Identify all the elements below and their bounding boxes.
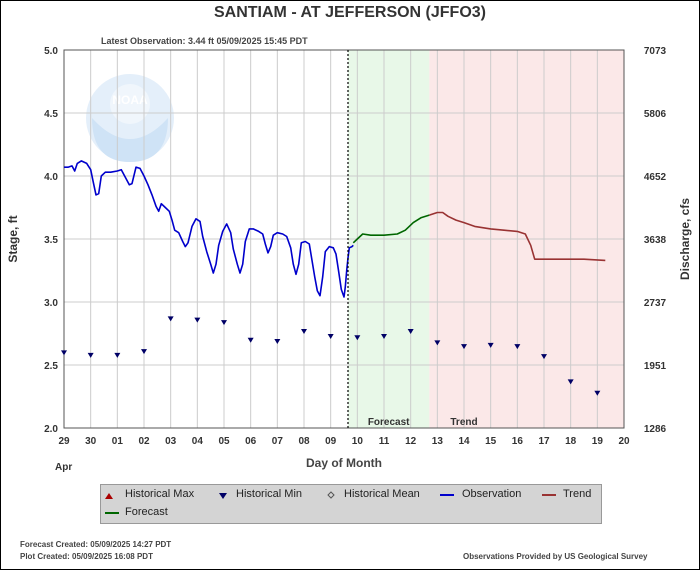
y2-tick-label: 2737 — [644, 298, 667, 309]
x-tick-label: 05 — [218, 436, 230, 447]
x-tick-label: 16 — [512, 436, 524, 447]
historical-min-point — [567, 379, 574, 385]
x-tick-label: 09 — [325, 436, 337, 447]
legend-historical-mean: Historical Mean — [344, 488, 420, 500]
legend-historical-min: Historical Min — [236, 488, 303, 500]
x-tick-label: 06 — [245, 436, 257, 447]
historical-min-point — [461, 344, 467, 350]
x-tick-label: 02 — [138, 436, 150, 447]
noaa-logo: NOAA — [86, 74, 174, 162]
y-axis-label-stage: Stage, ft — [6, 215, 20, 263]
historical-min-point — [327, 334, 334, 340]
y2-tick-label: 1951 — [644, 361, 667, 372]
x-tick-label: 15 — [485, 436, 497, 447]
historical-min-point — [247, 337, 254, 343]
historical-max-marker-icon — [105, 493, 113, 499]
x-tick-label: 12 — [405, 436, 417, 447]
x-tick-label: 20 — [618, 436, 630, 447]
y2-tick-label: 1286 — [644, 424, 667, 435]
trend-region-label: Trend — [450, 417, 477, 428]
historical-min-point — [514, 344, 521, 350]
x-tick-label: 19 — [592, 436, 604, 447]
series-line-observation — [64, 160, 354, 298]
historical-min-point — [194, 317, 201, 323]
x-tick-label: 01 — [112, 436, 124, 447]
forecast-region-label: Forecast — [368, 417, 410, 428]
svg-text:NOAA: NOAA — [112, 93, 148, 107]
y2-tick-label: 5806 — [644, 109, 667, 120]
y-tick-label: 3.5 — [44, 235, 58, 246]
historical-min-point — [487, 342, 494, 348]
historical-min-point — [61, 350, 67, 356]
historical-min-marker-icon — [219, 493, 227, 499]
y-tick-label: 3.0 — [44, 298, 58, 309]
historical-min-point — [434, 340, 441, 346]
historical-min-point — [407, 328, 414, 334]
y2-tick-label: 3638 — [644, 235, 667, 246]
x-tick-label: 04 — [192, 436, 204, 447]
chart-title: SANTIAM - AT JEFFERSON (JFFO3) — [214, 4, 486, 21]
series-line-trend — [429, 211, 606, 262]
x-tick-label: 10 — [352, 436, 364, 447]
x-tick-label: 30 — [85, 436, 97, 447]
x-axis-label: Day of Month — [306, 456, 382, 470]
x-tick-label: 08 — [298, 436, 310, 447]
plot-border — [63, 49, 625, 429]
historical-min-point — [301, 328, 307, 334]
y2-tick-label: 7073 — [644, 46, 667, 57]
y-tick-label: 4.5 — [44, 109, 58, 120]
y-tick-label: 2.0 — [44, 424, 58, 435]
historical-min-point — [381, 334, 387, 340]
legend-historical-max: Historical Max — [125, 488, 195, 500]
legend-forecast: Forecast — [125, 506, 168, 518]
historical-mean-marker-icon — [327, 491, 335, 499]
x-tick-label: 11 — [379, 436, 390, 447]
x-tick-label: 07 — [272, 436, 284, 447]
y-tick-label: 2.5 — [44, 361, 58, 372]
y-tick-label: 5.0 — [44, 46, 58, 57]
historical-min-point — [167, 316, 174, 322]
historical-min-point — [354, 335, 361, 341]
y2-tick-label: 4652 — [644, 172, 667, 183]
series-line-forecast — [352, 214, 430, 244]
x-tick-label: 29 — [58, 436, 70, 447]
month-label: Apr — [55, 462, 73, 473]
latest-observation: Latest Observation: 3.44 ft 05/09/2025 1… — [101, 36, 308, 46]
y-tick-label: 4.0 — [44, 172, 58, 183]
x-tick-label: 13 — [432, 436, 444, 447]
historical-min-point — [594, 390, 601, 396]
legend-observation: Observation — [462, 488, 522, 500]
historical-min-point — [541, 354, 547, 360]
y-axis-label-discharge: Discharge, cfs — [678, 197, 692, 281]
historical-min-point — [274, 339, 281, 345]
x-tick-label: 18 — [565, 436, 577, 447]
legend-trend: Trend — [563, 488, 592, 500]
x-tick-label: 17 — [538, 436, 550, 447]
data-provider: Observations Provided by US Geological S… — [463, 552, 648, 561]
historical-min-point — [114, 352, 121, 358]
legend: Historical Max Historical Min Historical… — [100, 484, 602, 524]
historical-min-point — [141, 349, 147, 355]
historical-min-point — [221, 320, 227, 326]
x-tick-label: 03 — [165, 436, 177, 447]
plot-created: Plot Created: 05/09/2025 16:08 PDT — [20, 552, 153, 561]
x-tick-label: 14 — [458, 436, 470, 447]
historical-min-point — [87, 352, 94, 358]
forecast-created: Forecast Created: 05/09/2025 14:27 PDT — [20, 540, 172, 549]
